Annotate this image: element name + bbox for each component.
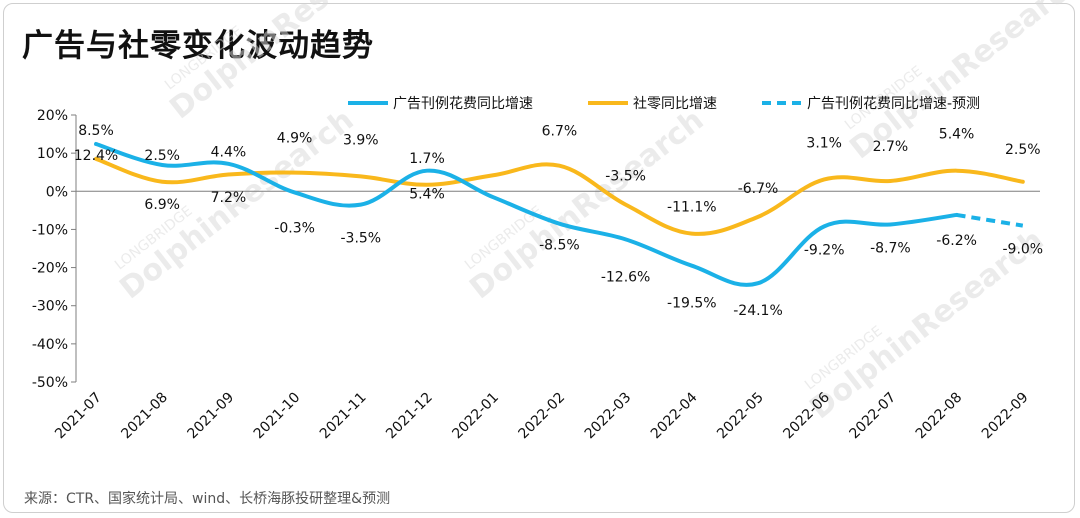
chart-title: 广告与社零变化波动趋势 <box>22 28 374 64</box>
data-label: 2.5% <box>1005 142 1041 158</box>
x-tick-label: 2022-03 <box>582 390 635 443</box>
data-label: -8.7% <box>870 240 911 256</box>
y-tick-label: -30% <box>32 299 68 315</box>
data-label: 7.2% <box>211 190 247 206</box>
y-tick-label: -50% <box>32 375 68 391</box>
x-tick-label: 2021-12 <box>383 390 436 443</box>
data-label: -0.3% <box>274 220 315 236</box>
data-label: -11.1% <box>667 200 717 216</box>
data-label: 4.9% <box>277 131 313 147</box>
data-label: 3.1% <box>806 135 842 151</box>
y-tick-label: -20% <box>32 261 68 277</box>
legend-label: 社零同比增速 <box>633 96 717 112</box>
chart-frame <box>3 3 1075 513</box>
y-tick-label: 20% <box>37 108 68 124</box>
x-tick-label: 2022-01 <box>449 390 502 443</box>
data-label: 1.7% <box>409 151 445 167</box>
x-tick-label: 2022-02 <box>516 390 569 443</box>
y-tick-label: -10% <box>32 222 68 238</box>
data-label: 5.4% <box>409 187 445 203</box>
x-tick-label: 2021-10 <box>251 390 304 443</box>
data-label: 2.7% <box>873 139 909 155</box>
data-label: -3.5% <box>340 231 381 247</box>
series-line-ad-forecast <box>956 212 1024 228</box>
data-label: -6.2% <box>936 233 977 249</box>
data-label: -6.7% <box>738 181 779 197</box>
series-line-ad <box>94 141 959 287</box>
data-label: 8.5% <box>78 123 114 139</box>
data-label: -12.6% <box>601 269 651 285</box>
x-tick-label: 2022-04 <box>648 389 701 442</box>
x-tick-label: 2021-08 <box>118 390 171 443</box>
data-label: 6.9% <box>144 197 180 213</box>
data-label: 2.5% <box>144 148 180 164</box>
data-label: -19.5% <box>667 296 717 312</box>
x-tick-label: 2021-09 <box>185 390 238 443</box>
data-label: -3.5% <box>605 169 646 185</box>
data-label: 3.9% <box>343 132 379 148</box>
series-line-retail <box>94 156 1025 236</box>
data-label: 5.4% <box>939 127 975 143</box>
x-tick-label: 2022-09 <box>979 390 1032 443</box>
legend-label: 广告刊例花费同比增速 <box>393 96 533 112</box>
data-label: -24.1% <box>733 303 783 319</box>
x-tick-label: 2022-08 <box>913 390 966 443</box>
data-label: 4.4% <box>211 145 247 161</box>
data-label: -8.5% <box>539 238 580 254</box>
y-tick-label: 0% <box>46 184 68 200</box>
x-tick-label: 2021-07 <box>52 390 105 443</box>
data-label: -9.0% <box>1002 242 1043 258</box>
x-tick-label: 2021-11 <box>317 390 370 443</box>
legend-label: 广告刊例花费同比增速-预测 <box>807 96 980 112</box>
y-tick-label: -40% <box>32 337 68 353</box>
data-label: 6.7% <box>542 124 578 140</box>
source-note: 来源：CTR、国家统计局、wind、长桥海豚投研整理&预测 <box>24 491 391 507</box>
data-label: -9.2% <box>804 242 845 258</box>
y-tick-label: 10% <box>37 146 68 162</box>
data-label: 12.4% <box>74 148 118 164</box>
x-tick-label: 2022-05 <box>714 390 767 443</box>
